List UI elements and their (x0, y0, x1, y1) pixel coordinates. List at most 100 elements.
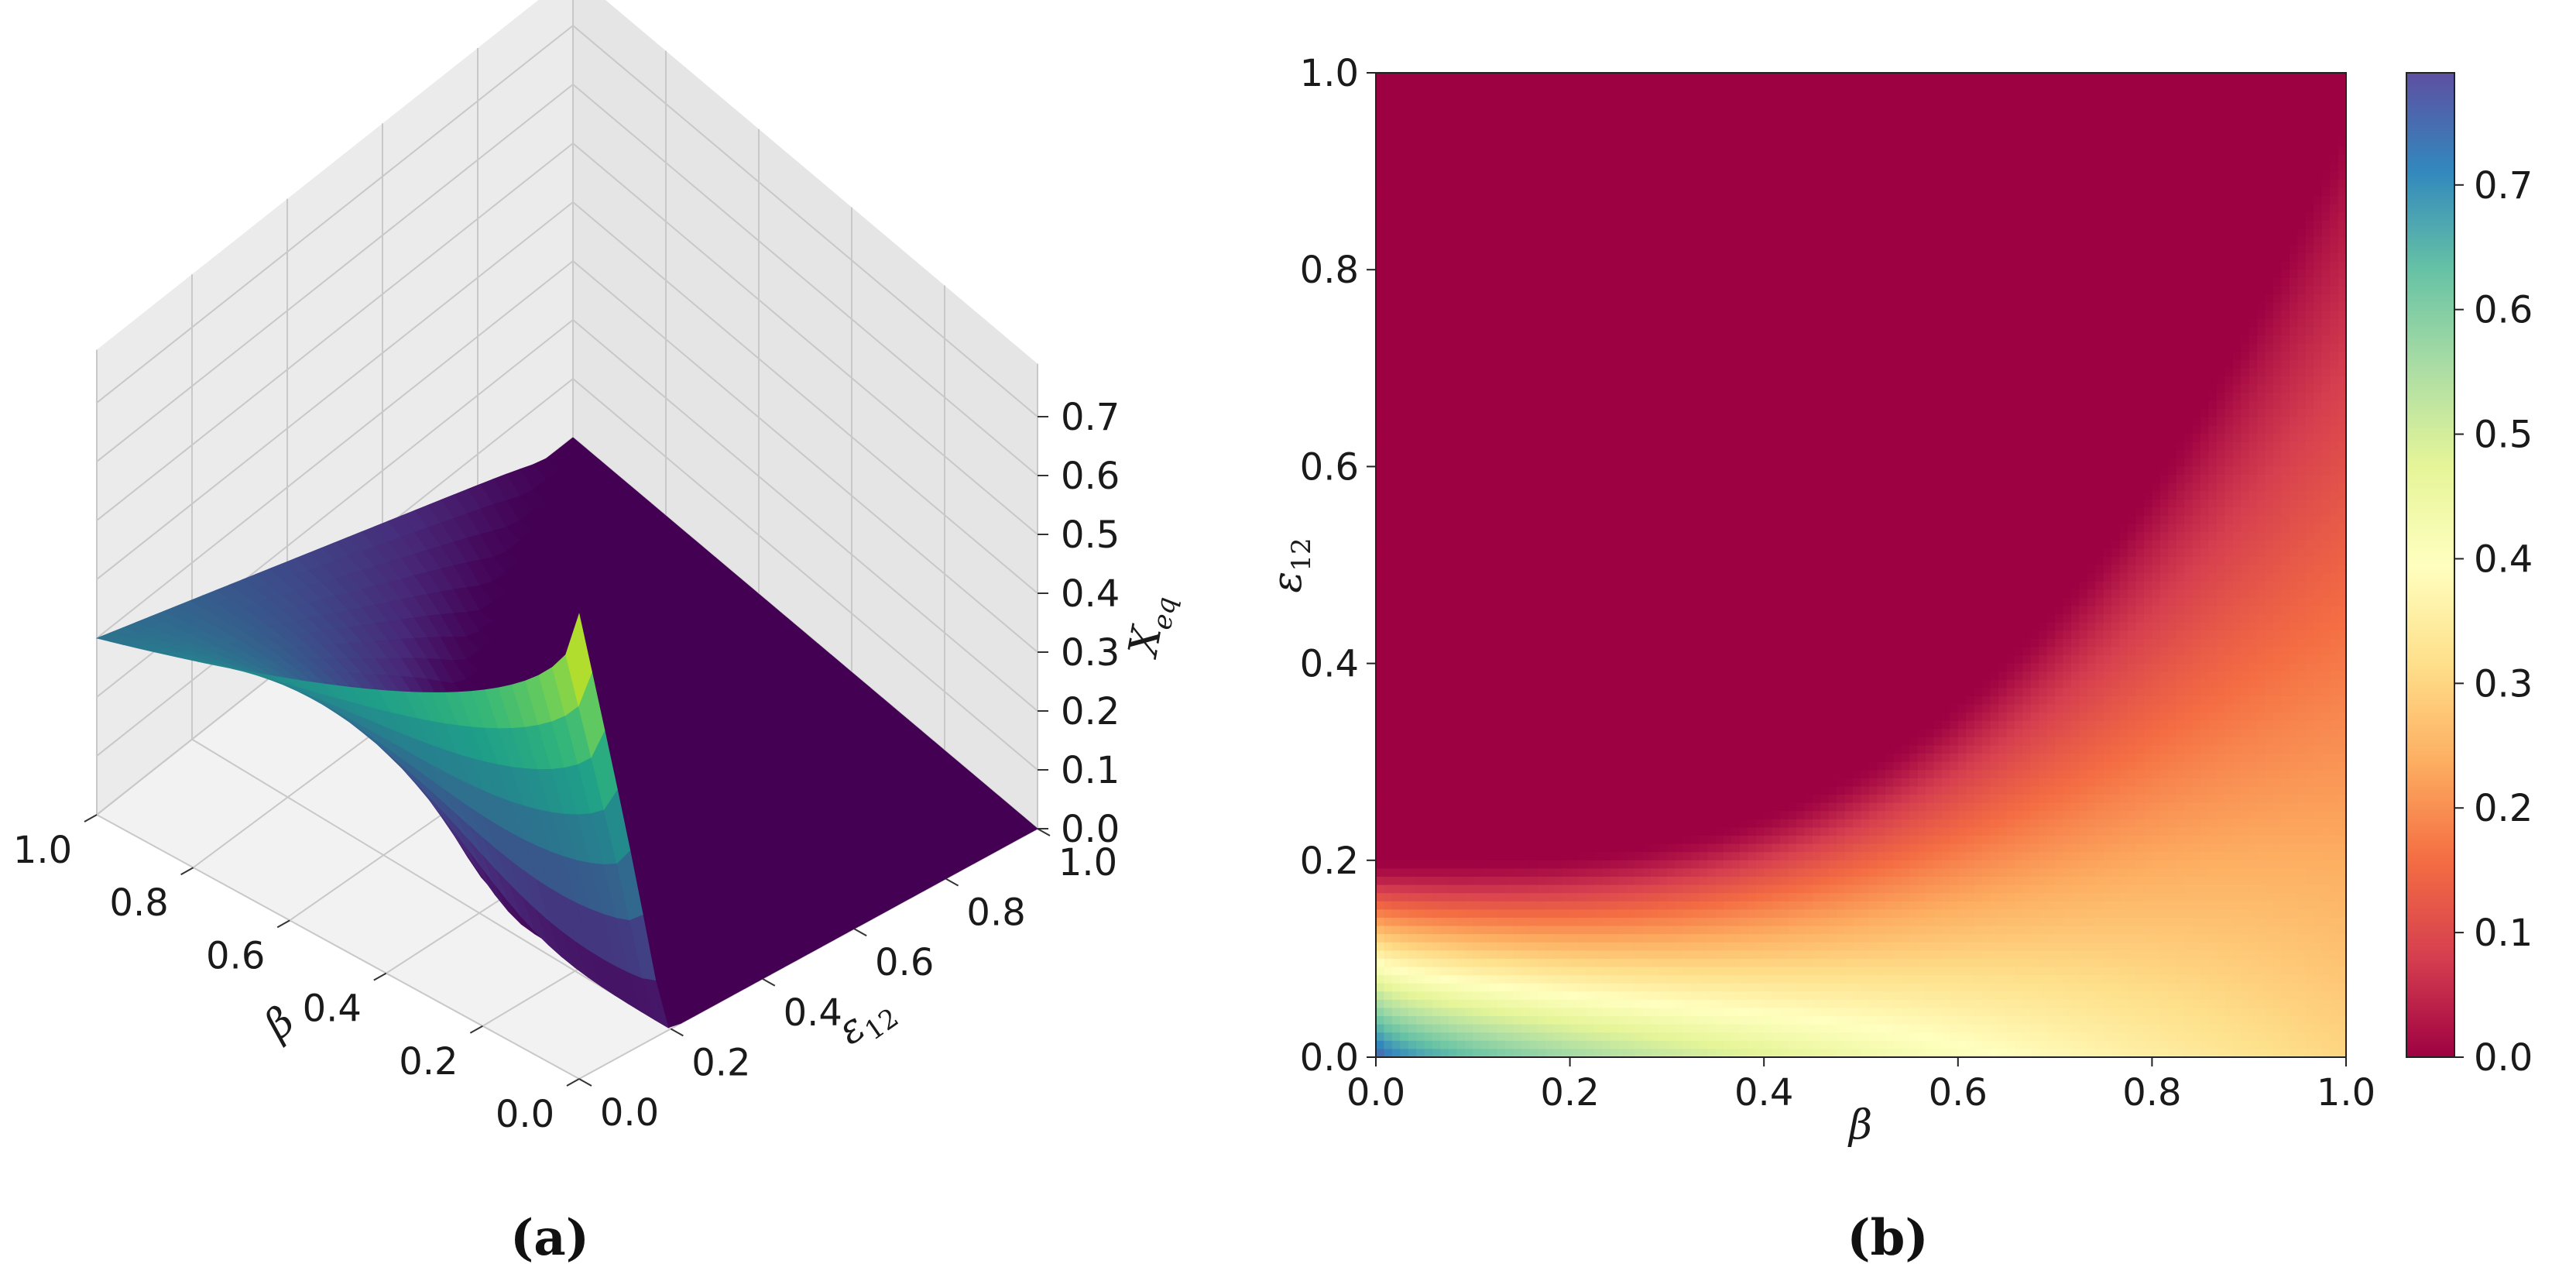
heatmap-cell (1537, 713, 1546, 722)
heatmap-cell (1553, 983, 1562, 992)
heatmap-cell (1521, 286, 1530, 295)
heatmap-cell (1456, 663, 1466, 672)
heatmap-cell (1562, 113, 1571, 123)
heatmap-cell (1464, 630, 1473, 640)
heatmap-cell (1505, 679, 1514, 689)
heatmap-cell (1537, 934, 1546, 943)
heatmap-cell (1440, 368, 1449, 377)
heatmap-cell (1562, 704, 1571, 713)
heatmap-cell (1432, 417, 1442, 427)
heatmap-cell (1424, 393, 1433, 402)
heatmap-cell (1505, 154, 1514, 164)
heatmap-cell (1562, 1008, 1571, 1017)
wall-gridline-z (96, 25, 574, 404)
heatmap-cell (1408, 655, 1417, 665)
heatmap-cell (1562, 450, 1571, 459)
heatmap-cell (1432, 713, 1442, 722)
heatmap-cell (1529, 893, 1538, 902)
heatmap-cell (1553, 171, 1562, 180)
heatmap-cell (1545, 220, 1555, 229)
heatmap-cell (1464, 515, 1473, 525)
heatmap-cell (1586, 548, 1595, 558)
heatmap-cell (1376, 729, 1385, 738)
heatmap-cell (1562, 499, 1571, 508)
heatmap-cell (1578, 679, 1587, 689)
heatmap-cell (1529, 688, 1538, 697)
heatmap-cell (1480, 138, 1490, 147)
heatmap-cell (1537, 720, 1546, 730)
heatmap-cell (1513, 294, 1522, 304)
heatmap-cell (1473, 655, 1482, 665)
heatmap-cell (1553, 1024, 1562, 1033)
heatmap-cell (1456, 154, 1466, 164)
heatmap-cell (1537, 1008, 1546, 1017)
heatmap-cell (1456, 695, 1466, 706)
heatmap-cell (1416, 811, 1425, 820)
heatmap-cell (1545, 212, 1555, 222)
heatmap-cell (1545, 417, 1555, 427)
heatmap-cell (1408, 876, 1417, 886)
heatmap-cell (1602, 483, 1611, 492)
heatmap-cell (1376, 384, 1385, 393)
heatmap-cell (1456, 368, 1466, 377)
heatmap-cell (1569, 228, 1579, 238)
heatmap-cell (1569, 720, 1579, 730)
heatmap-cell (1562, 786, 1571, 795)
heatmap-cell (1432, 204, 1442, 213)
heatmap-cell (1440, 647, 1449, 656)
heatmap-cell (1497, 655, 1506, 665)
heatmap-cell (1391, 655, 1401, 665)
heatmap-cell (1578, 1049, 1587, 1057)
heatmap-cell (1578, 146, 1587, 156)
heatmap-cell (1473, 409, 1482, 418)
heatmap-cell (1416, 81, 1425, 90)
heatmap-cell (1562, 770, 1571, 779)
heatmap-cell (1448, 983, 1458, 992)
heatmap-cell (1400, 228, 1409, 238)
heatmap-cells (1376, 73, 2346, 1057)
heatmap-cell (1537, 327, 1546, 336)
heatmap-cell (1448, 737, 1458, 747)
heatmap-cell (1529, 967, 1538, 976)
heatmap-cell (1400, 515, 1409, 525)
heatmap-cell (1376, 597, 1385, 607)
heatmap-cell (1586, 573, 1595, 582)
heatmap-cell (1391, 270, 1401, 279)
heatmap-cell (1473, 335, 1482, 345)
heatmap-cell (1529, 474, 1538, 484)
heatmap-cell (1456, 926, 1466, 935)
heatmap-cell (1416, 73, 1425, 82)
heatmap-cell (1376, 146, 1385, 156)
heatmap-cell (1513, 130, 1522, 139)
heatmap-cell (1545, 105, 1555, 115)
heatmap-cell (1593, 187, 1603, 197)
heatmap-cell (1513, 909, 1522, 919)
heatmap-cell (1602, 409, 1611, 418)
heatmap-cell (1513, 729, 1522, 738)
heatmap-cell (1586, 843, 1595, 853)
heatmap-cell (1440, 819, 1449, 829)
heatmap-cell (1489, 146, 1498, 156)
heatmap-cell (1416, 630, 1425, 640)
z-tick-label: 0.4 (1061, 572, 1120, 616)
heatmap-cell (1562, 942, 1571, 951)
heatmap-cell (1480, 352, 1490, 361)
heatmap-cell (1440, 154, 1449, 164)
heatmap-cell (1473, 327, 1482, 336)
heatmap-cell (1610, 524, 1619, 533)
heatmap-cell (1480, 171, 1490, 180)
heatmap-cell (1440, 245, 1449, 254)
heatmap-cell (1505, 515, 1514, 525)
heatmap-cell (1505, 581, 1514, 590)
heatmap-cell (1602, 852, 1611, 861)
heatmap-cell (1497, 327, 1506, 336)
heatmap-cell (1424, 89, 1433, 98)
heatmap-cell (1610, 999, 1619, 1009)
heatmap-cell (1408, 458, 1417, 467)
heatmap-cell (1473, 836, 1482, 845)
heatmap-cell (1569, 171, 1579, 180)
heatmap-cell (1408, 146, 1417, 156)
heatmap-cell (1473, 425, 1482, 434)
heatmap-cell (1505, 105, 1514, 115)
heatmap-cell (1562, 400, 1571, 410)
